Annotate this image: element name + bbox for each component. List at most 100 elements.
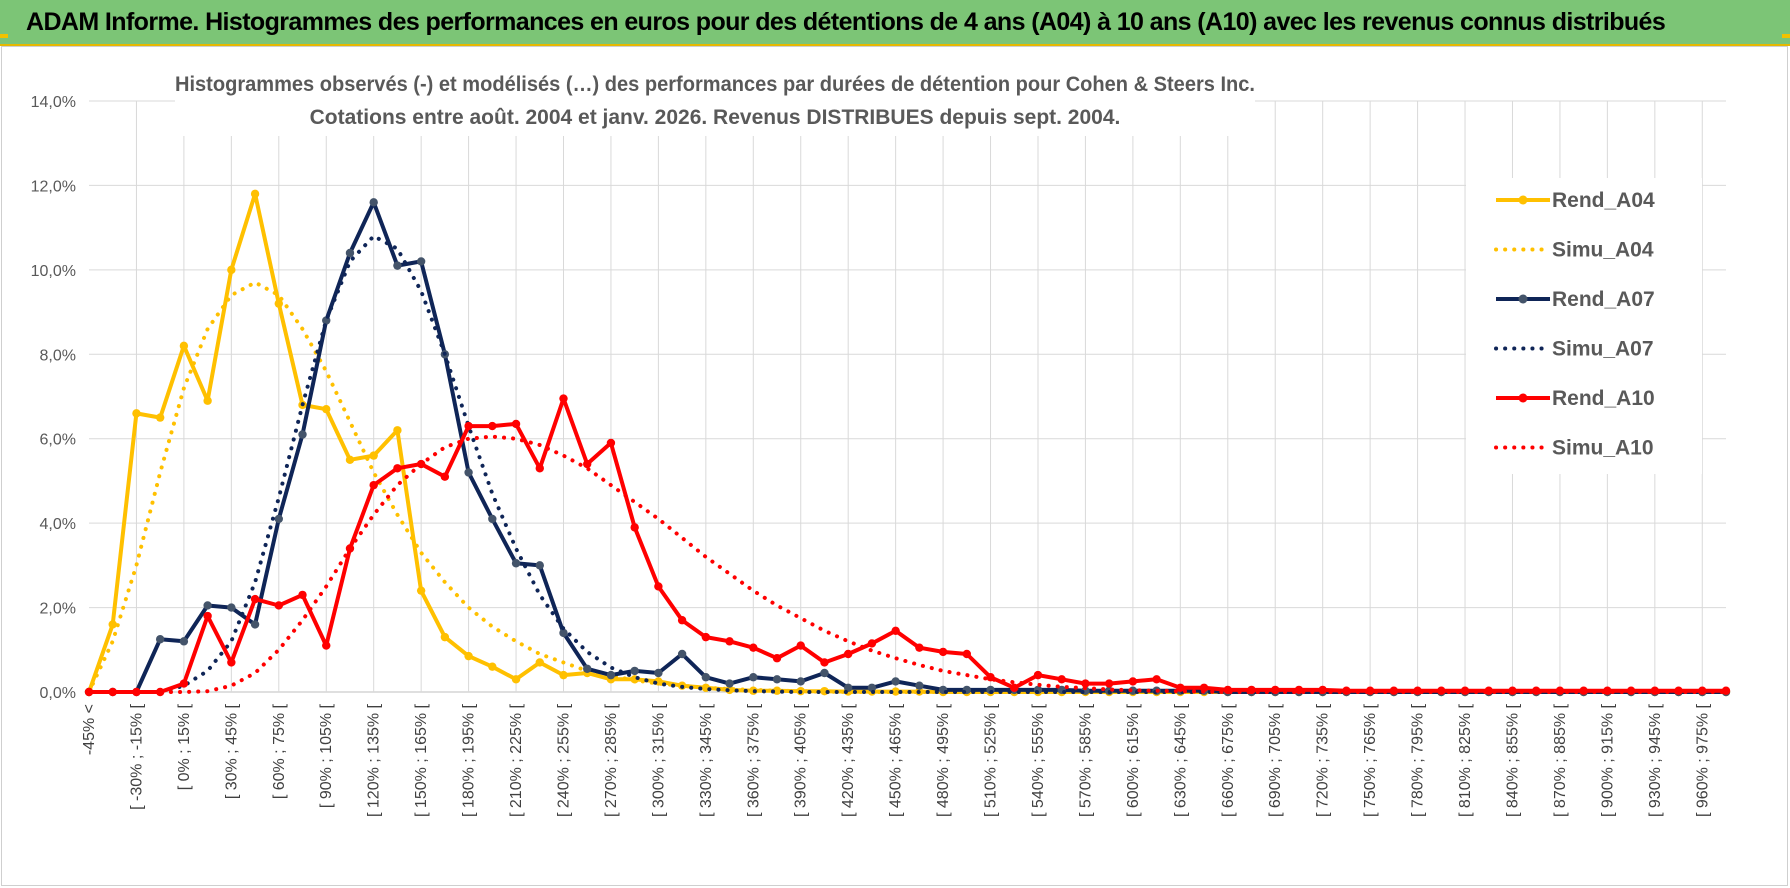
legend-marker — [1518, 195, 1528, 205]
report-title: ADAM Informe. Histogrammes des performan… — [26, 8, 1666, 36]
point-Rend_A10 — [1176, 683, 1185, 692]
point-Rend_A10 — [1081, 679, 1090, 688]
x-tick-label: [ 660% ; 675% [ — [1220, 703, 1237, 817]
point-Rend_A04 — [132, 409, 141, 418]
point-Rend_A10 — [677, 616, 687, 625]
point-Rend_A07 — [250, 620, 260, 629]
point-Rend_A07 — [654, 668, 663, 678]
legend-label-Simu_A04: Simu_A04 — [1552, 239, 1654, 262]
point-Rend_A04 — [274, 299, 283, 308]
x-tick-label: [ 690% ; 705% [ — [1267, 703, 1284, 817]
series-Simu_A07 — [87, 234, 1728, 694]
legend-label-Rend_A07: Rend_A07 — [1552, 288, 1655, 311]
x-tick-label: [ 750% ; 765% [ — [1362, 703, 1379, 817]
point-Rend_A10 — [535, 464, 544, 473]
point-Rend_A07 — [274, 514, 283, 524]
series-Simu_A10 — [87, 434, 1728, 694]
x-tick-label: [ 600% ; 615% [ — [1125, 703, 1142, 817]
point-Rend_A10 — [227, 658, 236, 667]
x-axis-ticks: -45% < [ -30% ; -15% [[ 0% ; 15% [[ 30% ;… — [81, 703, 1711, 817]
title-background — [175, 68, 1255, 136]
point-Rend_A10 — [630, 523, 639, 532]
legend-label-Simu_A10: Simu_A10 — [1552, 437, 1654, 460]
chart-title-block: Histogrammes observés (-) et modélisés (… — [175, 68, 1255, 136]
x-tick-label: [ 120% ; 135% [ — [366, 703, 383, 817]
point-Rend_A07 — [772, 675, 782, 684]
point-Rend_A07 — [203, 601, 212, 610]
legend-marker — [1518, 294, 1528, 304]
x-tick-label: [ 540% ; 555% [ — [1030, 703, 1047, 817]
point-Rend_A10 — [915, 643, 924, 652]
point-Rend_A07 — [749, 673, 758, 682]
point-Rend_A04 — [179, 341, 189, 351]
point-Rend_A10 — [1128, 677, 1138, 686]
legend-background — [1466, 178, 1702, 474]
point-Rend_A07 — [369, 198, 378, 207]
chart-subtitle: Cotations entre août. 2004 et janv. 2026… — [310, 106, 1121, 129]
point-Rend_A10 — [1057, 675, 1066, 684]
point-Rend_A07 — [820, 668, 829, 678]
point-Rend_A10 — [606, 438, 616, 448]
point-Rend_A10 — [203, 611, 212, 621]
x-tick-label: [ 630% ; 645% [ — [1172, 703, 1189, 817]
point-Rend_A07 — [179, 637, 189, 646]
x-tick-label: [ 870% ; 885% [ — [1552, 703, 1569, 817]
y-axis-ticks: 0,0% 2,0% 4,0% 6,0% 8,0% 10,0% 12,0% 14,0% — [31, 94, 76, 702]
point-Rend_A04 — [203, 396, 212, 405]
point-Rend_A07 — [393, 261, 402, 270]
point-Rend_A10 — [962, 649, 972, 659]
x-tick-label: -45% < — [81, 704, 98, 755]
point-Rend_A07 — [535, 561, 544, 570]
x-tick-label: [ 780% ; 795% [ — [1410, 703, 1427, 817]
point-Rend_A07 — [511, 559, 521, 568]
point-Rend_A10 — [891, 626, 900, 635]
y-tick-label: 0,0% — [40, 685, 76, 702]
point-Rend_A10 — [1721, 686, 1731, 695]
y-tick-label: 14,0% — [31, 94, 76, 111]
point-Rend_A10 — [393, 464, 402, 473]
chart-title: Histogrammes observés (-) et modélisés (… — [175, 73, 1255, 96]
point-Rend_A10 — [1104, 679, 1114, 688]
point-Rend_A04 — [440, 632, 450, 642]
point-Rend_A10 — [511, 419, 521, 429]
series-line-Simu_A10 — [87, 434, 1728, 694]
point-Rend_A07 — [559, 628, 568, 638]
y-tick-label: 8,0% — [40, 347, 76, 364]
x-tick-label: [ 420% ; 435% [ — [840, 703, 857, 817]
point-Rend_A10 — [701, 632, 711, 642]
legend: Rend_A04 Simu_A04 Rend_A07 Simu_A07 Rend_A10… — [1466, 178, 1702, 474]
x-tick-label: [ 150% ; 165% [ — [413, 703, 430, 817]
point-Rend_A07 — [298, 430, 307, 439]
point-Rend_A07 — [867, 683, 877, 692]
point-Rend_A07 — [701, 673, 711, 682]
x-tick-label: [ 300% ; 315% [ — [650, 703, 667, 817]
point-Rend_A10 — [654, 582, 663, 591]
point-Rend_A07 — [843, 683, 853, 692]
x-tick-label: [ 330% ; 345% [ — [698, 703, 715, 817]
point-Rend_A10 — [772, 654, 782, 663]
point-Rend_A10 — [1413, 686, 1422, 695]
point-Rend_A10 — [322, 641, 331, 650]
point-Rend_A04 — [322, 404, 331, 414]
point-Rend_A10 — [274, 601, 283, 610]
point-Rend_A10 — [464, 421, 473, 431]
series-line-Rend_A10 — [89, 396, 1726, 694]
x-tick-label: [ 450% ; 465% [ — [888, 703, 905, 817]
point-Rend_A10 — [1199, 683, 1209, 692]
x-tick-label: [ 570% ; 585% [ — [1077, 703, 1094, 817]
x-tick-label: [ 360% ; 375% [ — [745, 703, 762, 817]
point-Rend_A10 — [1033, 670, 1043, 680]
point-Rend_A10 — [298, 590, 307, 600]
x-tick-label: [ 840% ; 855% [ — [1504, 703, 1521, 817]
x-tick-label: [ 180% ; 195% [ — [461, 703, 478, 817]
point-Rend_A07 — [488, 514, 497, 524]
x-tick-label: [ 210% ; 225% [ — [508, 703, 525, 817]
x-tick-label: [ 900% ; 915% [ — [1599, 703, 1616, 817]
point-Rend_A04 — [250, 189, 260, 199]
banner-corner-left — [0, 34, 8, 38]
point-Rend_A04 — [155, 413, 165, 422]
point-Rend_A10 — [867, 639, 877, 648]
x-tick-label: [ -30% ; -15% [ — [128, 703, 145, 809]
point-Rend_A10 — [583, 459, 592, 469]
